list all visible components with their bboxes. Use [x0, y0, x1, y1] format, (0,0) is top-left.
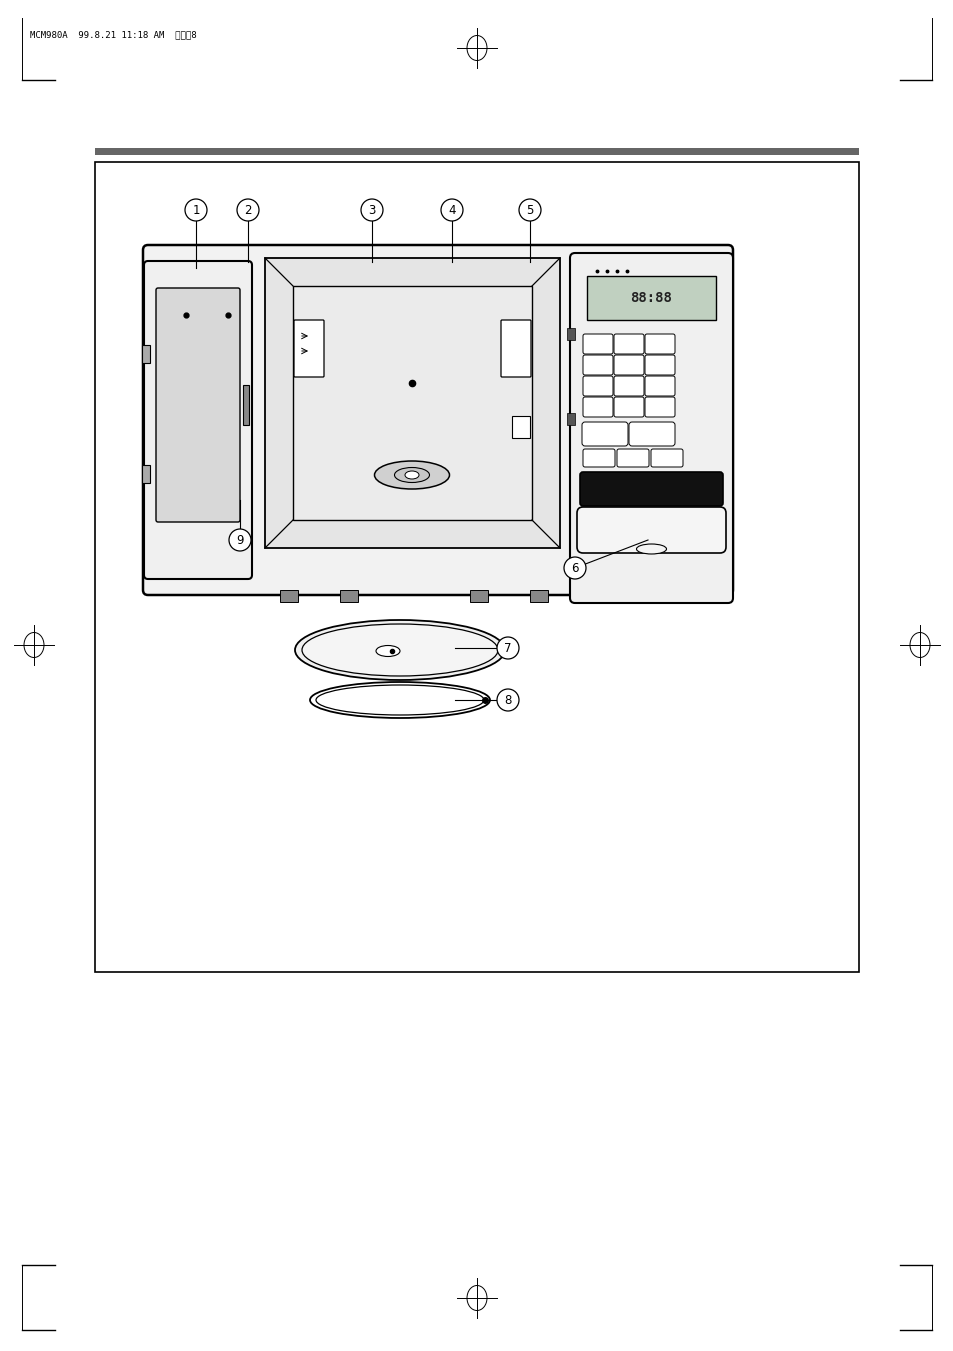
- FancyBboxPatch shape: [144, 261, 252, 580]
- Text: 4: 4: [448, 204, 456, 216]
- Ellipse shape: [405, 471, 418, 480]
- Text: 6: 6: [571, 562, 578, 574]
- Bar: [265, 258, 559, 549]
- FancyBboxPatch shape: [569, 253, 732, 603]
- FancyBboxPatch shape: [579, 471, 722, 507]
- FancyBboxPatch shape: [294, 320, 324, 377]
- Bar: [339, 590, 357, 603]
- FancyBboxPatch shape: [582, 449, 615, 467]
- Bar: [512, 416, 530, 438]
- FancyBboxPatch shape: [582, 397, 613, 417]
- FancyBboxPatch shape: [582, 355, 613, 376]
- Text: MCM980A  99.8.21 11:18 AM  페이지8: MCM980A 99.8.21 11:18 AM 페이지8: [30, 30, 196, 39]
- FancyBboxPatch shape: [644, 376, 675, 396]
- FancyBboxPatch shape: [614, 376, 643, 396]
- Text: 7: 7: [504, 642, 511, 654]
- Circle shape: [229, 530, 251, 551]
- Bar: [243, 385, 249, 426]
- FancyBboxPatch shape: [500, 320, 531, 377]
- Bar: [470, 590, 488, 603]
- Circle shape: [497, 638, 518, 659]
- FancyBboxPatch shape: [614, 355, 643, 376]
- Text: 9: 9: [236, 534, 244, 547]
- Bar: [566, 413, 575, 426]
- FancyBboxPatch shape: [617, 449, 648, 467]
- Circle shape: [563, 557, 585, 580]
- Bar: [566, 328, 575, 340]
- Ellipse shape: [294, 620, 504, 680]
- FancyBboxPatch shape: [143, 245, 732, 594]
- Circle shape: [518, 199, 540, 222]
- Bar: [280, 590, 297, 603]
- Ellipse shape: [395, 467, 429, 482]
- Text: 5: 5: [526, 204, 533, 216]
- FancyBboxPatch shape: [650, 449, 682, 467]
- Ellipse shape: [636, 544, 666, 554]
- FancyBboxPatch shape: [156, 288, 240, 521]
- Ellipse shape: [302, 624, 497, 676]
- Bar: [95, 162, 858, 971]
- Text: 1: 1: [193, 204, 199, 216]
- Bar: [142, 345, 150, 363]
- FancyBboxPatch shape: [582, 334, 613, 354]
- Text: 3: 3: [368, 204, 375, 216]
- Bar: [142, 465, 150, 484]
- Circle shape: [497, 689, 518, 711]
- FancyBboxPatch shape: [644, 334, 675, 354]
- FancyBboxPatch shape: [628, 422, 675, 446]
- FancyBboxPatch shape: [644, 397, 675, 417]
- FancyBboxPatch shape: [614, 397, 643, 417]
- FancyBboxPatch shape: [577, 507, 725, 553]
- FancyBboxPatch shape: [644, 355, 675, 376]
- FancyBboxPatch shape: [581, 422, 627, 446]
- Circle shape: [236, 199, 258, 222]
- Ellipse shape: [315, 685, 483, 715]
- Text: 2: 2: [244, 204, 252, 216]
- FancyBboxPatch shape: [582, 376, 613, 396]
- Ellipse shape: [375, 461, 449, 489]
- Bar: [530, 590, 547, 603]
- Circle shape: [360, 199, 382, 222]
- Ellipse shape: [375, 646, 399, 657]
- Bar: [293, 286, 532, 520]
- Circle shape: [440, 199, 462, 222]
- Circle shape: [185, 199, 207, 222]
- Text: 88:88: 88:88: [630, 290, 672, 305]
- Text: 8: 8: [504, 693, 511, 707]
- Bar: [586, 276, 716, 320]
- FancyBboxPatch shape: [614, 334, 643, 354]
- Bar: [95, 149, 858, 155]
